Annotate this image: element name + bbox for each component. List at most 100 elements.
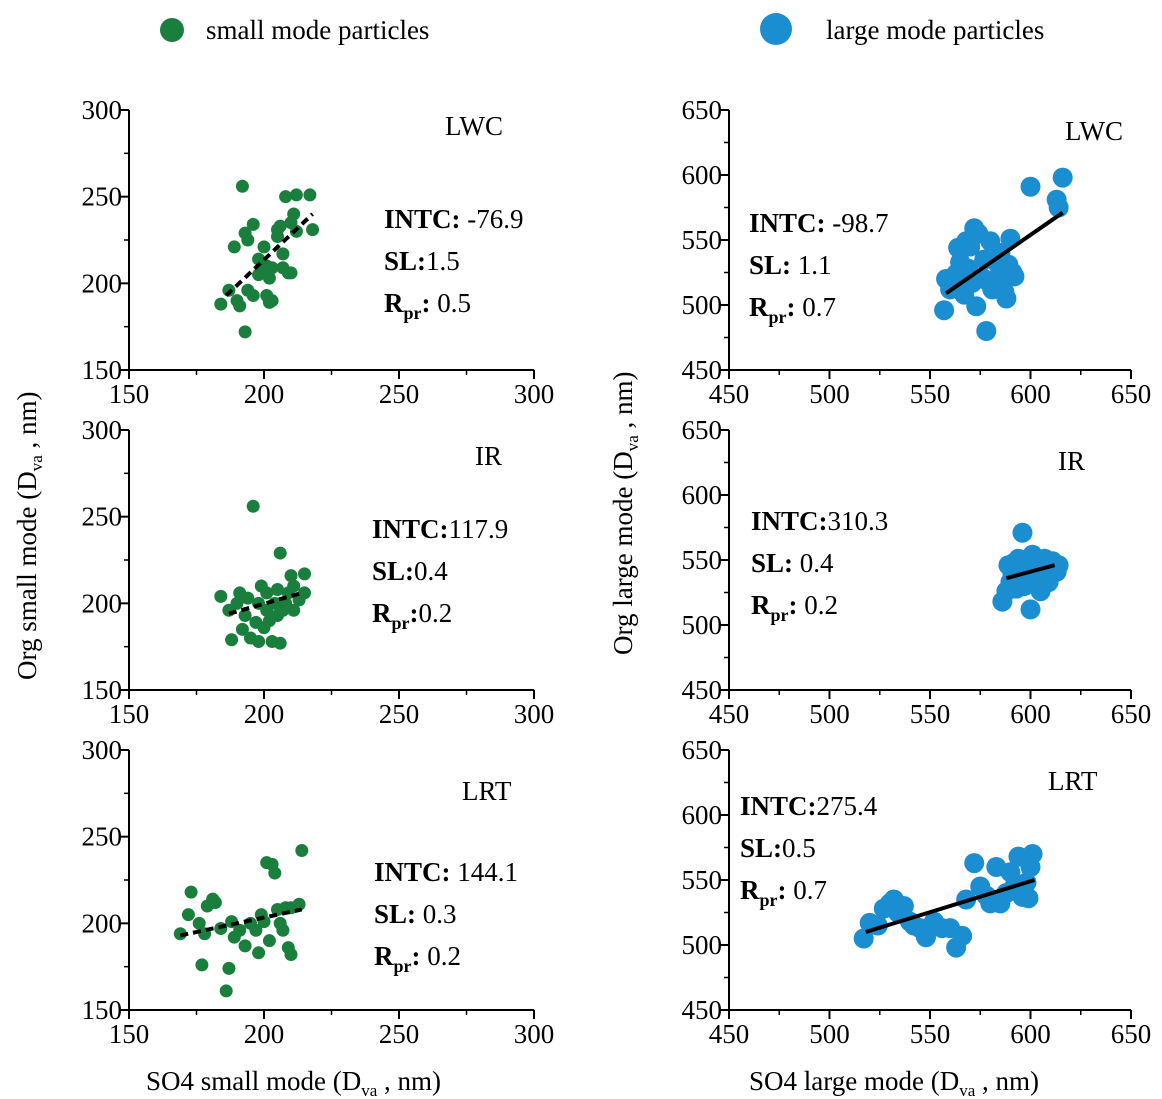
data-point bbox=[1012, 522, 1033, 543]
data-point bbox=[214, 589, 228, 603]
data-point bbox=[1048, 197, 1069, 218]
data-point bbox=[952, 925, 973, 946]
y-tick-label: 600 bbox=[682, 160, 723, 190]
small-y-axis-title: Org small mode (Dva , nm) bbox=[12, 391, 46, 680]
slope-label: SL: 1.1 bbox=[749, 250, 832, 280]
correlation-label: Rpr: 0.7 bbox=[740, 875, 827, 910]
data-point bbox=[1048, 555, 1069, 576]
x-tick-label: 300 bbox=[514, 379, 555, 409]
legend-small-label: small mode particles bbox=[206, 15, 429, 45]
intercept-label: INTC:310.3 bbox=[751, 506, 888, 536]
intercept-label: INTC:275.4 bbox=[740, 791, 878, 821]
x-tick-label: 600 bbox=[1010, 1019, 1051, 1049]
data-point bbox=[222, 961, 236, 975]
panel-title: LWC bbox=[1065, 116, 1123, 146]
axis-titles: SO4 small mode (Dva , nm) SO4 large mode… bbox=[12, 372, 1039, 1099]
data-point bbox=[284, 948, 298, 962]
y-tick-label: 300 bbox=[82, 95, 123, 125]
y-tick-label: 250 bbox=[82, 502, 123, 532]
data-point bbox=[214, 297, 228, 311]
correlation-label: Rpr: 0.7 bbox=[749, 292, 836, 327]
x-tick-label: 300 bbox=[514, 1019, 555, 1049]
x-tick-label: 200 bbox=[244, 379, 285, 409]
intercept-label: INTC:117.9 bbox=[372, 514, 508, 544]
panel-title: LWC bbox=[445, 111, 503, 141]
y-tick-label: 150 bbox=[82, 675, 123, 705]
x-tick-label: 650 bbox=[1111, 379, 1152, 409]
data-point bbox=[246, 217, 260, 231]
legend: small mode particles large mode particle… bbox=[160, 13, 1044, 45]
data-point bbox=[287, 207, 301, 221]
data-point bbox=[934, 300, 955, 321]
panel-title: IR bbox=[475, 441, 502, 471]
x-tick-label: 150 bbox=[109, 699, 150, 729]
y-tick-label: 250 bbox=[82, 182, 123, 212]
legend-large-label: large mode particles bbox=[826, 15, 1044, 45]
data-point bbox=[303, 188, 317, 202]
y-tick-label: 500 bbox=[682, 930, 723, 960]
regression-line bbox=[944, 211, 1064, 295]
correlation-label: Rpr: 0.2 bbox=[751, 590, 838, 625]
y-tick-label: 600 bbox=[682, 480, 723, 510]
data-point bbox=[195, 958, 209, 972]
data-point bbox=[276, 923, 290, 937]
data-point bbox=[192, 916, 206, 930]
data-point bbox=[219, 984, 233, 998]
data-point bbox=[230, 596, 244, 610]
regression-line bbox=[179, 907, 303, 938]
x-tick-label: 600 bbox=[1010, 699, 1051, 729]
data-point bbox=[184, 885, 198, 899]
y-tick-label: 450 bbox=[682, 675, 723, 705]
data-point bbox=[1052, 167, 1073, 188]
data-point bbox=[966, 296, 987, 317]
panel-title: LRT bbox=[462, 776, 512, 806]
y-tick-label: 650 bbox=[682, 415, 723, 445]
x-tick-label: 450 bbox=[709, 1019, 750, 1049]
slope-label: SL:0.5 bbox=[740, 833, 816, 863]
data-point bbox=[246, 499, 260, 513]
data-point bbox=[306, 223, 320, 237]
x-tick-label: 500 bbox=[809, 379, 850, 409]
x-tick-label: 650 bbox=[1111, 699, 1152, 729]
y-tick-label: 300 bbox=[82, 735, 123, 765]
data-point bbox=[1022, 844, 1043, 864]
y-tick-label: 200 bbox=[82, 908, 123, 938]
x-tick-label: 450 bbox=[709, 379, 750, 409]
data-point bbox=[276, 247, 290, 261]
panels: 150 200 250 300 150 200 250 300 LWC INTC: -76.9 SL… bbox=[82, 95, 1152, 1049]
data-point bbox=[289, 188, 303, 202]
data-point bbox=[235, 622, 249, 636]
y-tick-label: 150 bbox=[82, 355, 123, 385]
panel-small-lwc: 150 200 250 300 150 200 250 300 LWC INTC: -76.9 SL… bbox=[82, 95, 555, 409]
data-point bbox=[295, 844, 309, 858]
x-tick-label: 250 bbox=[379, 379, 420, 409]
x-tick-label: 150 bbox=[109, 379, 150, 409]
data-point bbox=[298, 567, 311, 581]
x-tick-label: 450 bbox=[709, 699, 750, 729]
large-y-axis-title: Org large mode (Dva , nm) bbox=[608, 372, 642, 656]
y-tick-label: 450 bbox=[682, 355, 723, 385]
data-point bbox=[273, 546, 287, 560]
x-tick-label: 500 bbox=[809, 1019, 850, 1049]
y-tick-label: 650 bbox=[682, 95, 723, 125]
data-point bbox=[1020, 599, 1041, 620]
small-x-axis-title: SO4 small mode (Dva , nm) bbox=[146, 1066, 441, 1099]
slope-label: SL: 0.4 bbox=[751, 548, 834, 578]
y-tick-label: 150 bbox=[82, 995, 123, 1025]
data-point bbox=[265, 294, 279, 308]
data-point bbox=[246, 288, 260, 302]
x-tick-label: 550 bbox=[910, 699, 951, 729]
data-point bbox=[241, 233, 255, 247]
legend-large-marker bbox=[760, 13, 792, 45]
panel-small-lrt: 150 200 250 300 150 200 250 300 LRT INTC: 144.1 SL… bbox=[82, 735, 555, 1049]
data-point bbox=[238, 939, 252, 953]
x-tick-label: 500 bbox=[809, 699, 850, 729]
data-point bbox=[265, 261, 279, 275]
intercept-label: INTC: 144.1 bbox=[374, 857, 518, 887]
regression-line bbox=[1005, 563, 1056, 581]
data-point bbox=[181, 908, 195, 922]
slope-label: SL:0.4 bbox=[372, 556, 448, 586]
data-point bbox=[268, 866, 282, 880]
data-point bbox=[227, 240, 241, 254]
data-point bbox=[241, 591, 255, 605]
